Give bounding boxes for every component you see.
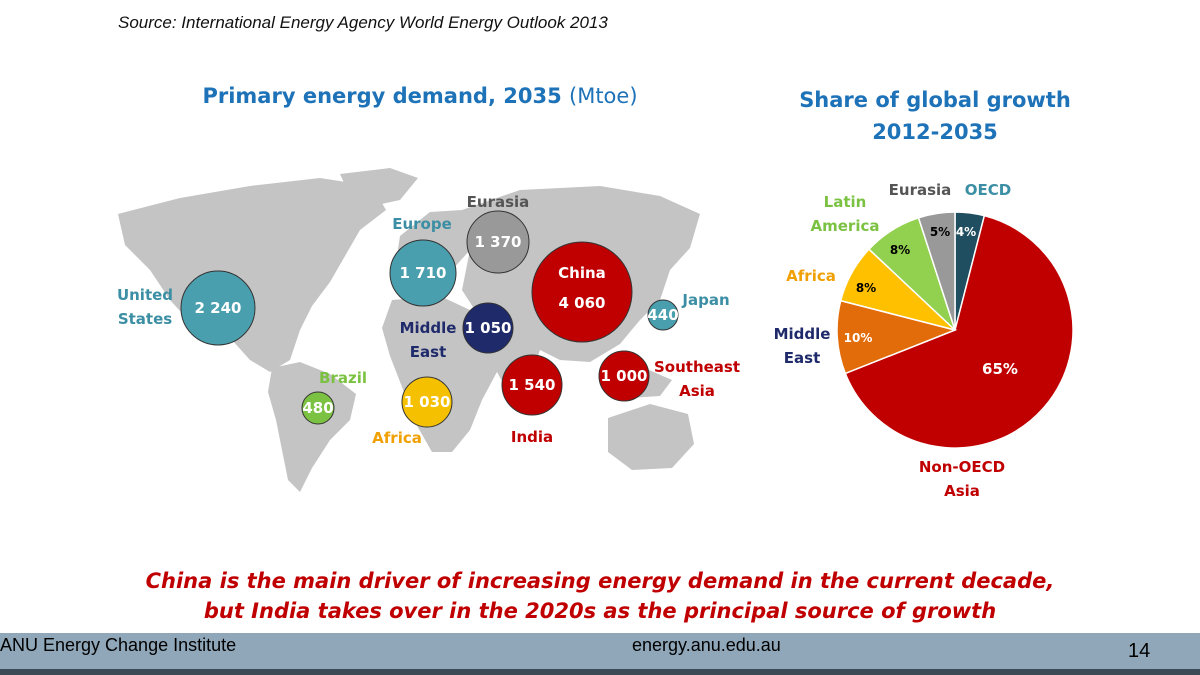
bubble-region-label: China: [558, 264, 606, 282]
pie-slice-shape: [844, 214, 1074, 449]
bubble-value: 480: [302, 399, 333, 417]
bubble-region-label: India: [511, 428, 553, 446]
continent-australia: [608, 404, 694, 470]
bubble-value: 2 240: [195, 299, 242, 317]
bubble-africa: 1 030 Africa: [372, 376, 453, 447]
footer-bar: [0, 633, 1200, 669]
pie-title-line2: 2012-2035: [872, 120, 998, 144]
pie-title: Share of global growth 2012-2035: [770, 84, 1100, 148]
pie-slice-percent: 8%: [856, 281, 876, 295]
footer-institute: ANU Energy Change Institute: [0, 635, 237, 655]
bubble-europe: 1 710 Europe: [389, 215, 457, 307]
bubble-circle: [647, 299, 679, 331]
bubble-value: 1 710: [400, 264, 447, 282]
bubble-circle: [531, 241, 633, 343]
pie-slice-eurasia: 5% Eurasia: [889, 181, 956, 331]
pie-slice-percent: 65%: [982, 360, 1018, 378]
bubble-value: 1 000: [601, 367, 648, 385]
continent-greenland: [340, 168, 418, 206]
pie-slice-label: Africa: [786, 267, 836, 285]
bubble-region-label: Brazil: [319, 369, 367, 387]
bubble-middle-east: 1 050 Middle East: [400, 302, 514, 361]
source-note: Source: International Energy Agency Worl…: [118, 13, 608, 32]
bubble-value: 4 060: [559, 294, 606, 312]
headline-line2: but India takes over in the 2020s as the…: [203, 599, 997, 623]
pie-slice-label: OECD: [965, 181, 1011, 199]
pie-slice-label: Non-OECD: [919, 458, 1005, 476]
page-number: 14: [1128, 640, 1151, 662]
bubble-eurasia: 1 370 Eurasia: [466, 193, 530, 274]
demand-bubbles: 2 240 United States 1 710 Europe 1 370 Eurasia…: [117, 193, 740, 447]
bubble-region-label: East: [410, 343, 446, 361]
pie-slice-percent: 4%: [956, 225, 976, 239]
bubble-circle: [466, 210, 530, 274]
bubble-region-label: Africa: [372, 429, 422, 447]
pie-slice-non-oecd-asia: 65% Non-OECD Asia: [844, 214, 1074, 500]
pie-chart: 4% OECD 65% Non-OECD Asia 10% Middle East 8% Afri…: [774, 181, 1074, 500]
bubble-circle: [301, 391, 335, 425]
pie-slice-africa: 8% Africa: [786, 248, 956, 331]
pie-slice-label: Middle: [774, 325, 831, 343]
bubble-value: 1 030: [404, 393, 451, 411]
bubble-southeast-asia: 1 000 Southeast Asia: [598, 350, 740, 402]
headline: China is the main driver of increasing e…: [100, 566, 1100, 626]
bubble-value: 1 370: [475, 233, 522, 251]
bubble-value: 1 050: [465, 319, 512, 337]
pie-slice-shape: [836, 299, 958, 375]
bubble-value: 1 540: [509, 376, 556, 394]
bubble-brazil: 480 Brazil: [301, 369, 367, 425]
bubble-region-label: Middle: [400, 319, 457, 337]
pie-slice-label: America: [811, 217, 880, 235]
bubble-circle: [501, 354, 563, 416]
pie-slice-shape: [917, 211, 956, 331]
continent-north-america: [118, 178, 386, 372]
bubble-region-label: Asia: [679, 382, 715, 400]
bubble-united-states: 2 240 United States: [117, 270, 256, 346]
continent-south-america: [268, 362, 356, 492]
pie-slice-label: Eurasia: [889, 181, 952, 199]
bubble-region-label: Europe: [392, 215, 452, 233]
map-title-text: Primary energy demand, 2035: [202, 84, 562, 108]
bubble-circle: [462, 302, 514, 354]
bubble-region-label: Japan: [681, 291, 729, 309]
pie-slice-latin-america: 8% Latin America: [811, 193, 956, 331]
pie-slice-label: Asia: [944, 482, 980, 500]
bubble-region-label: Southeast: [654, 358, 740, 376]
bubble-region-label: United: [117, 286, 173, 304]
headline-line1: China is the main driver of increasing e…: [145, 569, 1055, 593]
bubble-circle: [180, 270, 256, 346]
footer-rule: [0, 669, 1200, 675]
bubble-circle: [389, 239, 457, 307]
bubble-region-label: States: [118, 310, 172, 328]
pie-slice-percent: 10%: [844, 331, 873, 345]
pie-slice-percent: 5%: [930, 225, 950, 239]
bubble-circle: [401, 376, 453, 428]
bubble-china: China 4 060: [531, 241, 633, 343]
pie-slice-middle-east: 10% Middle East: [774, 299, 958, 375]
bubble-india: 1 540 India: [501, 354, 563, 446]
map-title-unit: (Mtoe): [569, 84, 638, 108]
bubble-region-label: Eurasia: [467, 193, 530, 211]
pie-title-line1: Share of global growth: [799, 88, 1071, 112]
bubble-value: 440: [647, 306, 678, 324]
footer-url[interactable]: energy.anu.edu.au: [632, 635, 781, 655]
pie-slice-label: East: [784, 349, 820, 367]
bubble-circle: [598, 350, 650, 402]
pie-slice-label: Latin: [824, 193, 867, 211]
map-title: Primary energy demand, 2035 (Mtoe): [150, 84, 690, 108]
pie-slice-percent: 8%: [890, 243, 910, 257]
